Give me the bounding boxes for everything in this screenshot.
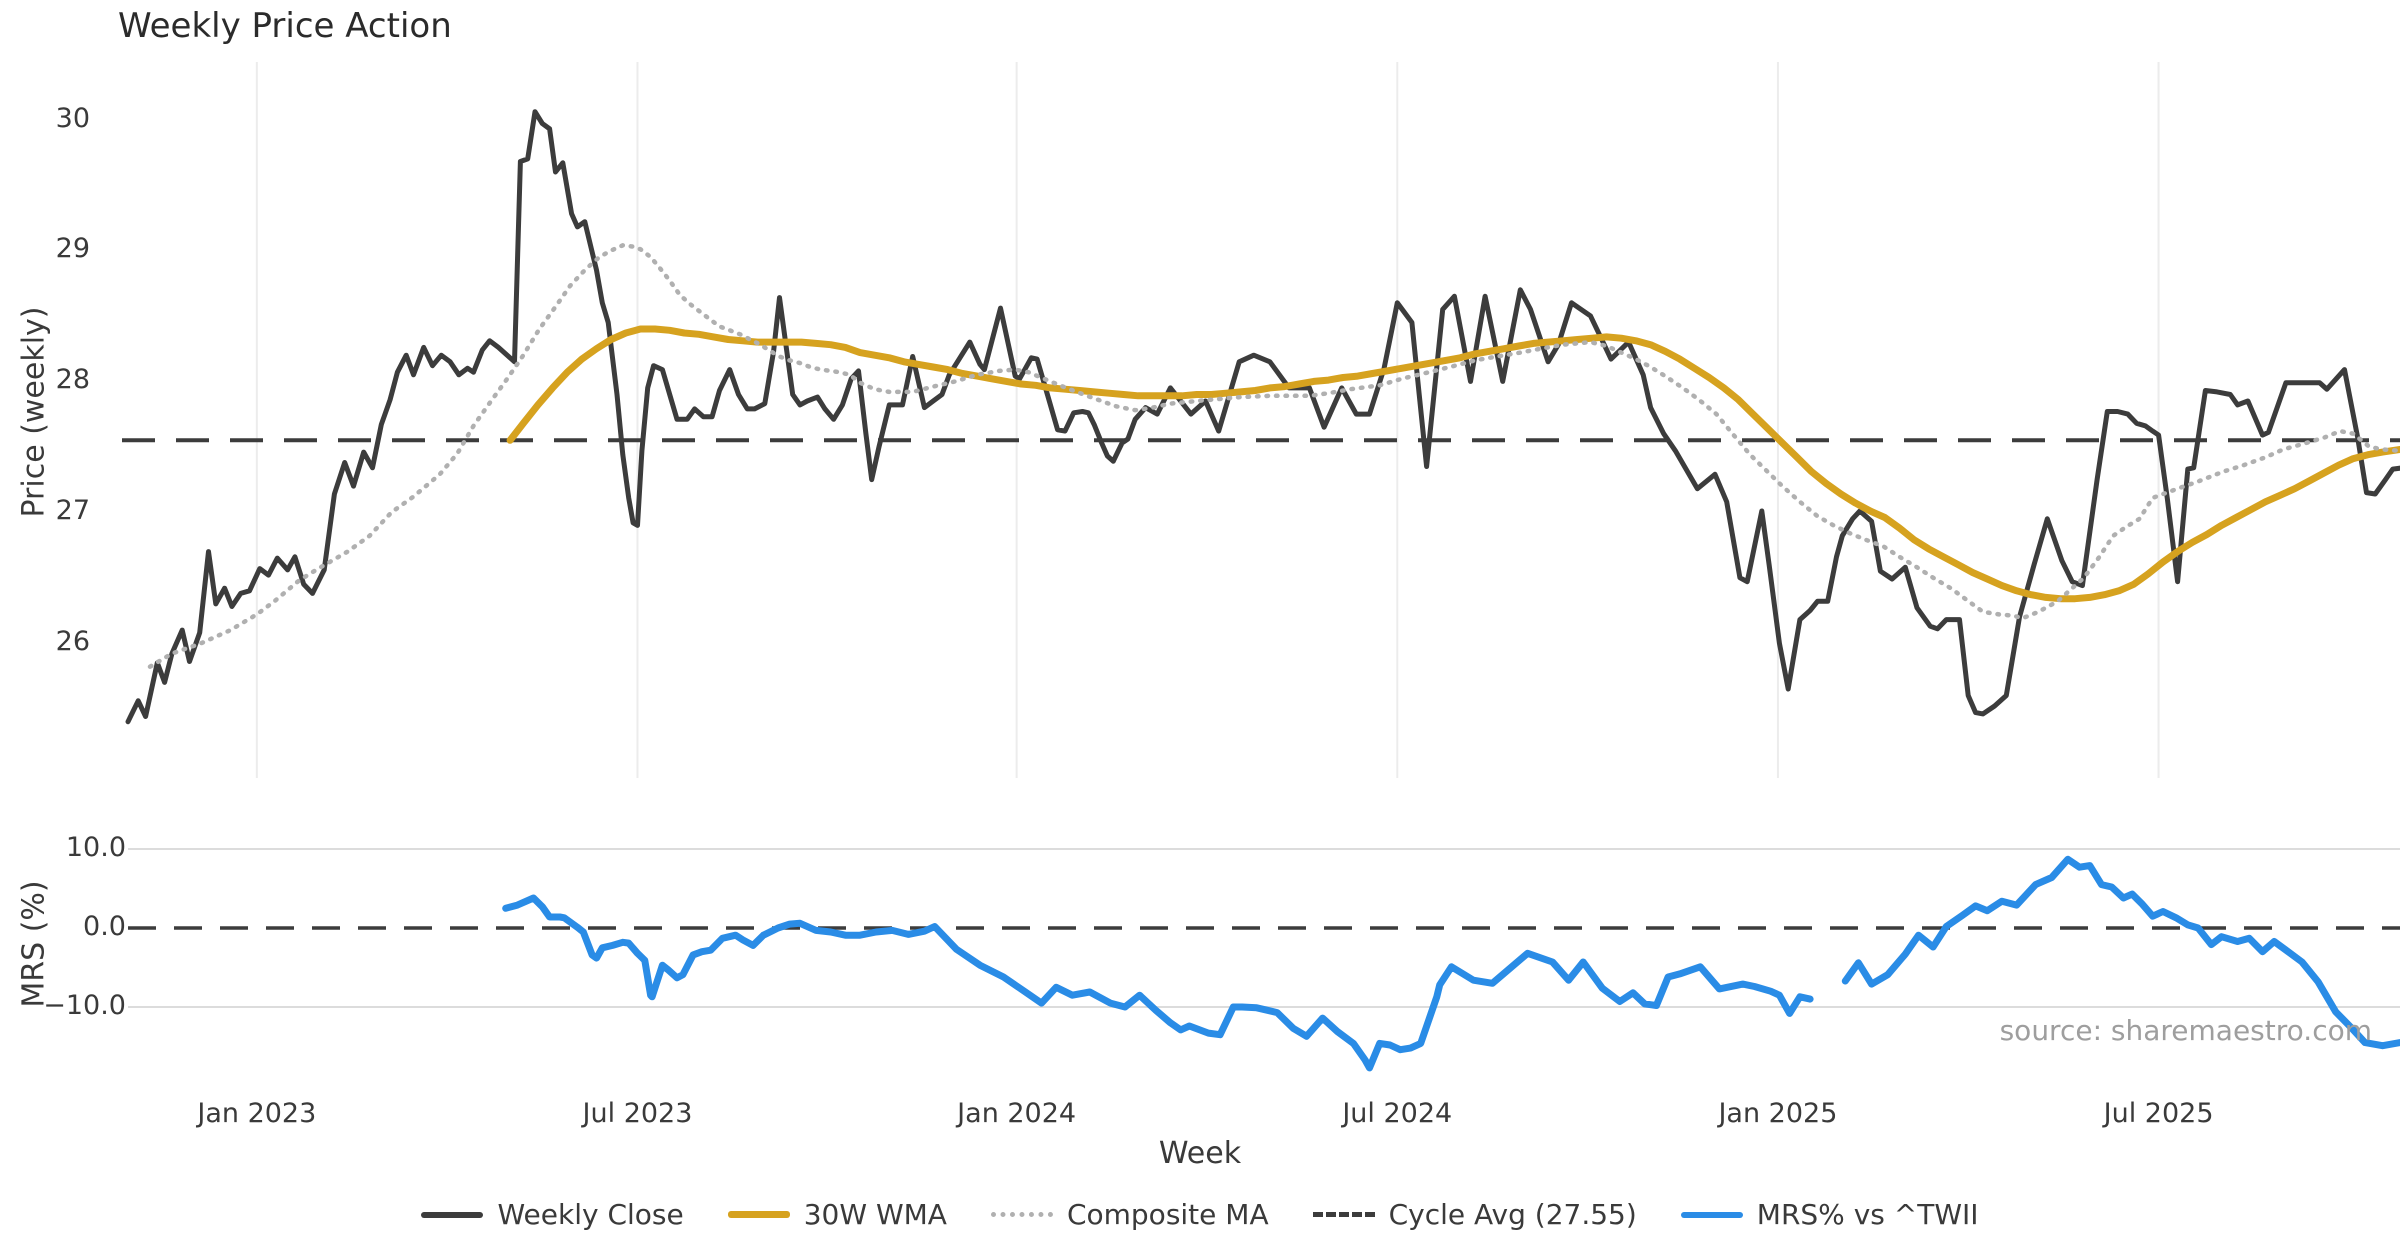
series-weekly-close: [125, 109, 2400, 725]
legend-swatch-solid: [421, 1211, 484, 1218]
source-credit: source: sharemaestro.com: [1999, 1014, 2372, 1047]
legend-item: Cycle Avg (27.55): [1312, 1198, 1637, 1231]
legend: Weekly Close 30W WMA Composite MA Cycle Avg…: [0, 1198, 2400, 1231]
y-axis-title-price: Price (weekly): [16, 306, 52, 518]
x-tick-label: Jan 2024: [957, 1098, 1077, 1129]
y-tick-label-price: 30: [55, 102, 90, 134]
legend-label: Weekly Close: [497, 1198, 684, 1231]
legend-item: 30W WMA: [727, 1198, 947, 1231]
legend-label: MRS% vs ^TWII: [1756, 1198, 1979, 1231]
page-title: Weekly Price Action: [118, 6, 452, 46]
series-mrs: [502, 894, 1814, 1072]
x-axis-title: Week: [1158, 1136, 1242, 1171]
legend-item: Composite MA: [990, 1198, 1269, 1231]
x-tick-label: Jan 2023: [197, 1098, 317, 1129]
y-tick-label-price: 29: [55, 233, 90, 265]
y-tick-label-mrs: 10.0: [65, 832, 126, 864]
x-tick-label: Jan 2025: [1718, 1098, 1838, 1129]
legend-swatch-solid: [1680, 1211, 1743, 1218]
y-tick-label-mrs: −10.0: [43, 990, 126, 1022]
series-30w-wma: [506, 325, 2400, 603]
y-axis-title-mrs: MRS (%): [16, 880, 52, 1008]
legend-swatch-solid: [727, 1211, 790, 1218]
x-tick-label: Jul 2025: [2103, 1098, 2214, 1129]
y-tick-label-mrs: 0.0: [83, 911, 126, 943]
series-mrs: [1841, 855, 2400, 1050]
legend-label: Cycle Avg (27.55): [1388, 1198, 1637, 1231]
legend-item: MRS% vs ^TWII: [1680, 1198, 1979, 1231]
x-tick-label: Jul 2024: [1342, 1098, 1453, 1129]
legend-swatch-dotted: [990, 1212, 1053, 1217]
legend-item: Weekly Close: [421, 1198, 684, 1231]
legend-label: 30W WMA: [803, 1198, 947, 1231]
y-tick-label-price: 27: [55, 495, 90, 527]
y-tick-label-price: 26: [55, 626, 90, 658]
legend-label: Composite MA: [1066, 1198, 1269, 1231]
y-tick-label-price: 28: [55, 364, 90, 396]
legend-swatch-dashed: [1312, 1212, 1375, 1217]
x-tick-label: Jul 2023: [582, 1098, 693, 1129]
series-composite-ma: [147, 243, 2400, 669]
